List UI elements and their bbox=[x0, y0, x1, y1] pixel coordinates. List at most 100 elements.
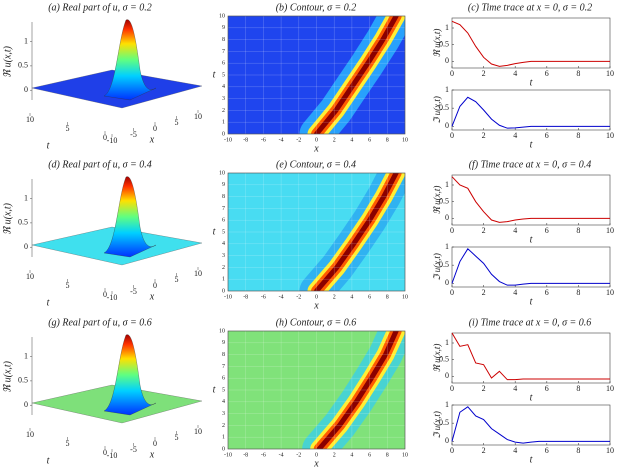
y-tick-label: 9 bbox=[222, 340, 225, 346]
x-tick-label: 0 bbox=[450, 69, 454, 78]
y-label: ℑ u(x,t) bbox=[432, 96, 442, 124]
subplot-frame bbox=[451, 404, 611, 446]
y-tick-label: 0 bbox=[445, 371, 449, 380]
x-label: x bbox=[149, 291, 155, 302]
y-tick-label: 3 bbox=[222, 253, 225, 259]
t-label: t bbox=[47, 455, 50, 466]
x-tick-label: 10 bbox=[194, 427, 202, 436]
y-tick-label: 3 bbox=[222, 411, 225, 417]
x-tick-label: 0 bbox=[153, 281, 157, 290]
x-tick-label: 10 bbox=[606, 226, 614, 235]
y-tick-label: 1 bbox=[445, 338, 449, 347]
x-label: t bbox=[530, 234, 533, 245]
y-tick-label: 3 bbox=[222, 96, 225, 102]
panel-title: (f) Time trace at x = 0, σ = 0.4 bbox=[469, 159, 592, 170]
x-tick-label: 8 bbox=[576, 288, 580, 297]
panel-title: (d) Real part of u, σ = 0.4 bbox=[48, 159, 152, 170]
y-tick-label: 0.5 bbox=[439, 39, 449, 48]
y-tick-label: 7 bbox=[222, 49, 225, 55]
x-tick-label: 0 bbox=[450, 226, 454, 235]
t-label: t bbox=[47, 140, 50, 151]
x-tick-label: 5 bbox=[175, 275, 179, 284]
surface-peak bbox=[103, 19, 157, 101]
y-label: ℑ u(x,t) bbox=[432, 253, 442, 281]
t-tick-label: 0 bbox=[103, 133, 107, 142]
x-tick-label: 2 bbox=[482, 131, 486, 140]
x-tick-label: -10 bbox=[107, 136, 118, 145]
y-tick-label: 1 bbox=[445, 23, 449, 32]
y-tick-label: 0.5 bbox=[439, 260, 449, 269]
y-tick-label: 5 bbox=[222, 229, 225, 235]
x-tick-label: 6 bbox=[368, 452, 371, 458]
x-label: t bbox=[530, 77, 533, 88]
z-tick-label: 0.5 bbox=[18, 218, 28, 227]
x-tick-label: 2 bbox=[482, 446, 486, 455]
x-tick-label: 10 bbox=[606, 69, 614, 78]
y-label: ℑ u(x,t) bbox=[432, 411, 442, 439]
x-tick-label: 0 bbox=[153, 439, 157, 448]
x-tick-label: 6 bbox=[545, 384, 549, 393]
y-tick-label: 0.5 bbox=[439, 196, 449, 205]
y-tick-label: 0 bbox=[445, 278, 449, 287]
x-label: x bbox=[149, 449, 155, 460]
x-tick-label: 4 bbox=[513, 288, 517, 297]
x-tick-label: 6 bbox=[545, 226, 549, 235]
y-tick-label: 6 bbox=[222, 218, 225, 224]
x-tick-label: 5 bbox=[175, 433, 179, 442]
x-tick-label: 6 bbox=[545, 288, 549, 297]
x-tick-label: -10 bbox=[107, 293, 118, 302]
z-label: ℜ u(x,t) bbox=[2, 202, 13, 235]
x-tick-label: -6 bbox=[261, 137, 266, 143]
trace-line bbox=[451, 96, 610, 129]
x-tick-label: -10 bbox=[224, 137, 232, 143]
y-tick-label: 4 bbox=[222, 241, 225, 247]
x-tick-label: -2 bbox=[296, 137, 301, 143]
x-label: x bbox=[313, 143, 319, 154]
x-tick-label: 8 bbox=[386, 294, 389, 300]
y-tick-label: 4 bbox=[222, 399, 225, 405]
x-tick-label: 0 bbox=[153, 124, 157, 133]
panel-title: (g) Real part of u, σ = 0.6 bbox=[48, 317, 152, 328]
plot-area bbox=[228, 331, 405, 449]
t-label: t bbox=[47, 297, 50, 308]
x-tick-label: -5 bbox=[130, 287, 137, 296]
x-tick-label: 5 bbox=[175, 118, 179, 127]
z-label: ℜ u(x,t) bbox=[2, 360, 13, 393]
x-tick-label: 10 bbox=[194, 269, 202, 278]
x-tick-label: -10 bbox=[224, 294, 232, 300]
y-tick-label: 0 bbox=[222, 446, 225, 452]
x-tick-label: 2 bbox=[482, 384, 486, 393]
y-tick-label: 2 bbox=[222, 423, 225, 429]
y-tick-label: 0 bbox=[445, 436, 449, 445]
x-label: x bbox=[313, 458, 319, 469]
y-tick-label: 2 bbox=[222, 108, 225, 114]
x-tick-label: -5 bbox=[130, 130, 137, 139]
z-tick-label: 1 bbox=[24, 193, 28, 202]
subplot-frame bbox=[451, 332, 611, 384]
x-label: x bbox=[313, 300, 319, 311]
x-tick-label: 10 bbox=[194, 112, 202, 121]
x-tick-label: 10 bbox=[606, 446, 614, 455]
surface-peak bbox=[103, 176, 157, 258]
plot-area bbox=[228, 173, 405, 291]
t-tick-label: 10 bbox=[26, 430, 34, 439]
x-tick-label: 4 bbox=[350, 452, 353, 458]
x-tick-label: -6 bbox=[261, 294, 266, 300]
z-tick-label: 0 bbox=[24, 85, 28, 94]
x-tick-label: -8 bbox=[243, 294, 248, 300]
x-label: t bbox=[530, 139, 533, 150]
x-tick-label: 2 bbox=[482, 69, 486, 78]
x-tick-label: 0 bbox=[315, 452, 318, 458]
x-tick-label: 10 bbox=[402, 294, 408, 300]
x-tick-label: 8 bbox=[576, 384, 580, 393]
subplot-frame bbox=[451, 246, 611, 288]
t-tick-label: 0 bbox=[103, 448, 107, 457]
panel-title: (h) Contour, σ = 0.6 bbox=[276, 317, 357, 328]
t-tick-label: 10 bbox=[26, 115, 34, 124]
x-tick-label: -10 bbox=[107, 451, 118, 460]
plot-frame bbox=[227, 15, 406, 135]
y-tick-label: 4 bbox=[222, 84, 225, 90]
y-tick-label: 2 bbox=[222, 265, 225, 271]
trace-line bbox=[451, 20, 610, 67]
